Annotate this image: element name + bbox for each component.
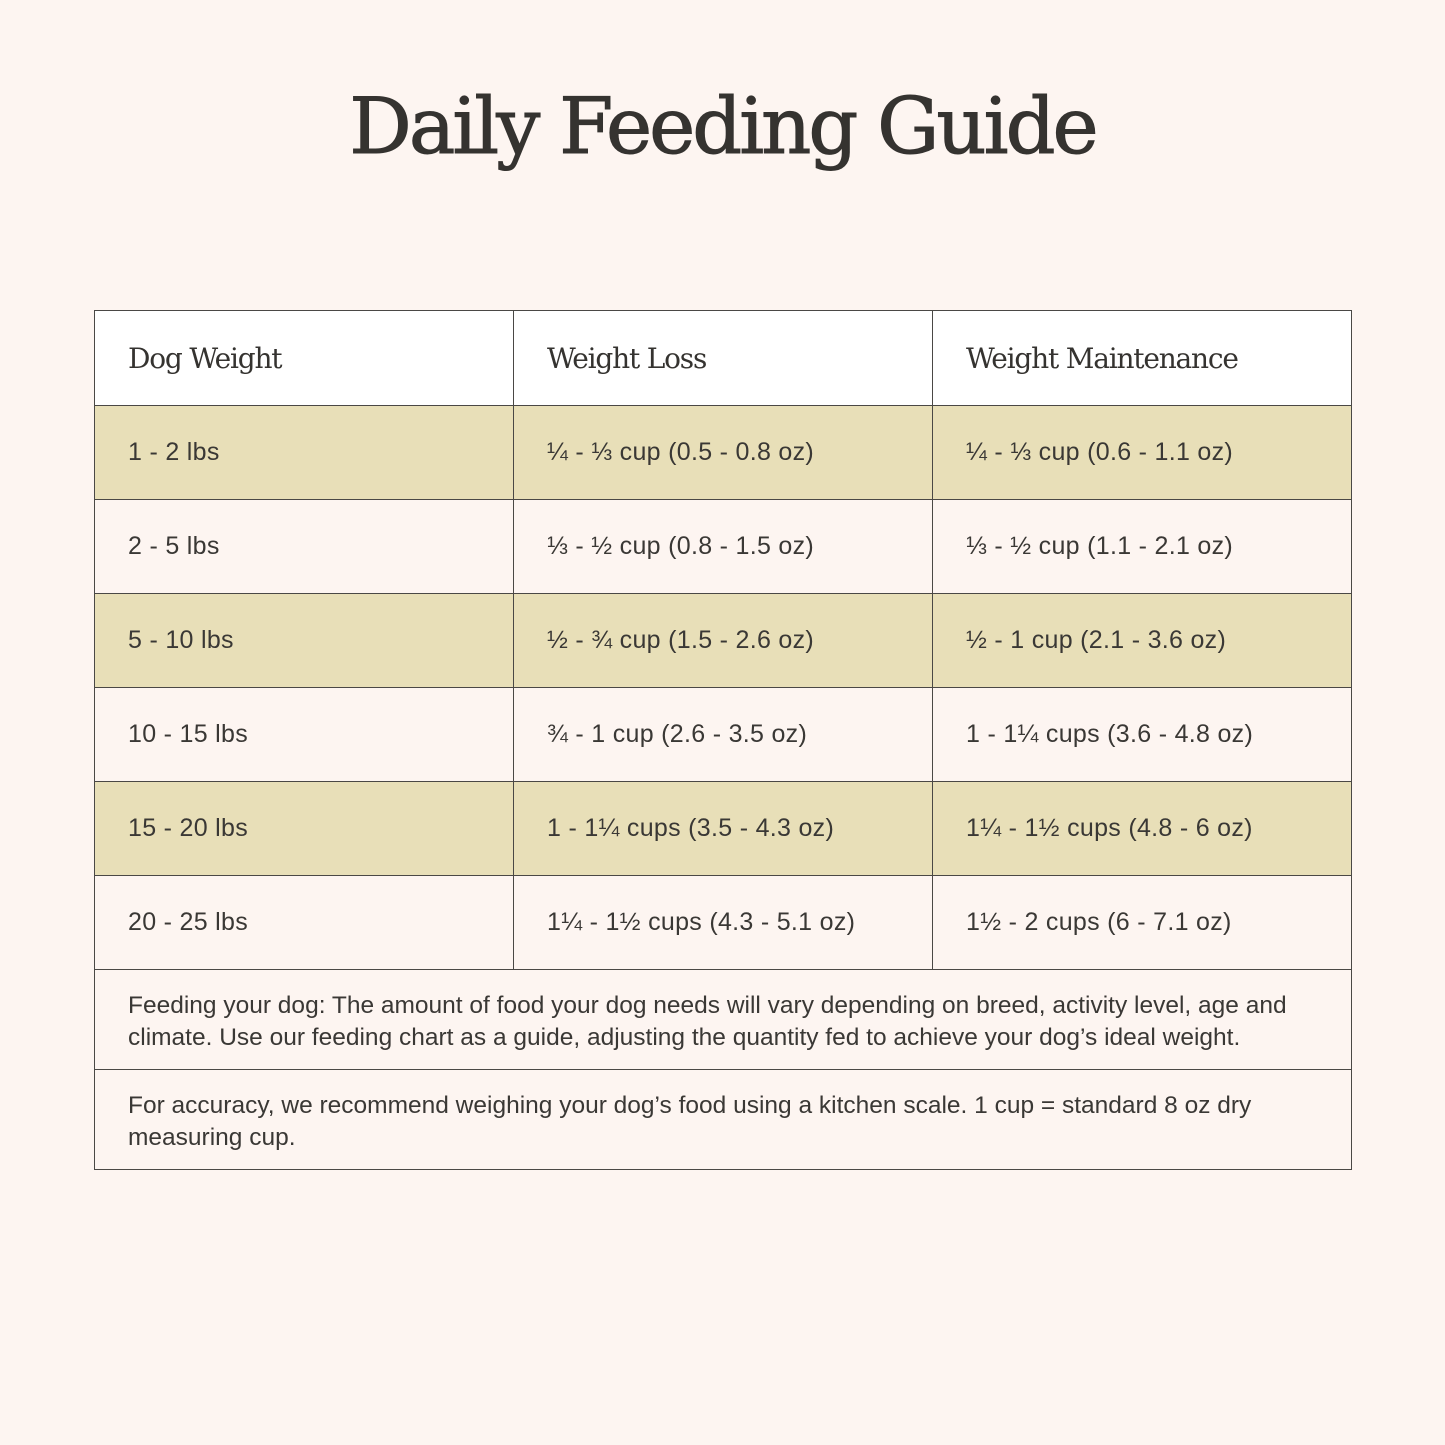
cell-weight-maintenance: ½ - 1 cup (2.1 - 3.6 oz) <box>932 593 1352 688</box>
feeding-note: Feeding your dog: The amount of food you… <box>94 969 1352 1070</box>
page-title: Daily Feeding Guide <box>349 82 1099 172</box>
cell-weight-loss: ½ - ¾ cup (1.5 - 2.6 oz) <box>513 593 933 688</box>
cell-weight-maintenance: 1¼ - 1½ cups (4.8 - 6 oz) <box>932 781 1352 876</box>
feeding-guide-table: Dog Weight Weight Loss Weight Maintenanc… <box>94 310 1352 1170</box>
table-row: 10 - 15 lbs ¾ - 1 cup (2.6 - 3.5 oz) 1 -… <box>94 687 1352 782</box>
cell-weight-loss: 1 - 1¼ cups (3.5 - 4.3 oz) <box>513 781 933 876</box>
table-row: 1 - 2 lbs ¼ - ⅓ cup (0.5 - 0.8 oz) ¼ - ⅓… <box>94 405 1352 500</box>
table-row: 5 - 10 lbs ½ - ¾ cup (1.5 - 2.6 oz) ½ - … <box>94 593 1352 688</box>
cell-weight-maintenance: 1½ - 2 cups (6 - 7.1 oz) <box>932 875 1352 970</box>
cell-dog-weight: 20 - 25 lbs <box>94 875 514 970</box>
cell-dog-weight: 1 - 2 lbs <box>94 405 514 500</box>
cell-weight-loss: ¾ - 1 cup (2.6 - 3.5 oz) <box>513 687 933 782</box>
cell-weight-loss: 1¼ - 1½ cups (4.3 - 5.1 oz) <box>513 875 933 970</box>
header-dog-weight: Dog Weight <box>94 310 514 406</box>
cell-dog-weight: 5 - 10 lbs <box>94 593 514 688</box>
cell-weight-loss: ⅓ - ½ cup (0.8 - 1.5 oz) <box>513 499 933 594</box>
table-row: 20 - 25 lbs 1¼ - 1½ cups (4.3 - 5.1 oz) … <box>94 875 1352 970</box>
header-weight-loss: Weight Loss <box>513 310 933 406</box>
cell-weight-maintenance: ⅓ - ½ cup (1.1 - 2.1 oz) <box>932 499 1352 594</box>
cell-weight-maintenance: ¼ - ⅓ cup (0.6 - 1.1 oz) <box>932 405 1352 500</box>
cell-dog-weight: 2 - 5 lbs <box>94 499 514 594</box>
cell-weight-maintenance: 1 - 1¼ cups (3.6 - 4.8 oz) <box>932 687 1352 782</box>
table-row: 15 - 20 lbs 1 - 1¼ cups (3.5 - 4.3 oz) 1… <box>94 781 1352 876</box>
cell-weight-loss: ¼ - ⅓ cup (0.5 - 0.8 oz) <box>513 405 933 500</box>
accuracy-note: For accuracy, we recommend weighing your… <box>94 1069 1352 1170</box>
note-row-feeding: Feeding your dog: The amount of food you… <box>94 969 1352 1070</box>
cell-dog-weight: 10 - 15 lbs <box>94 687 514 782</box>
table-row: 2 - 5 lbs ⅓ - ½ cup (0.8 - 1.5 oz) ⅓ - ½… <box>94 499 1352 594</box>
header-weight-maintenance: Weight Maintenance <box>932 310 1352 406</box>
table-header-row: Dog Weight Weight Loss Weight Maintenanc… <box>94 310 1352 406</box>
note-row-accuracy: For accuracy, we recommend weighing your… <box>94 1069 1352 1170</box>
cell-dog-weight: 15 - 20 lbs <box>94 781 514 876</box>
